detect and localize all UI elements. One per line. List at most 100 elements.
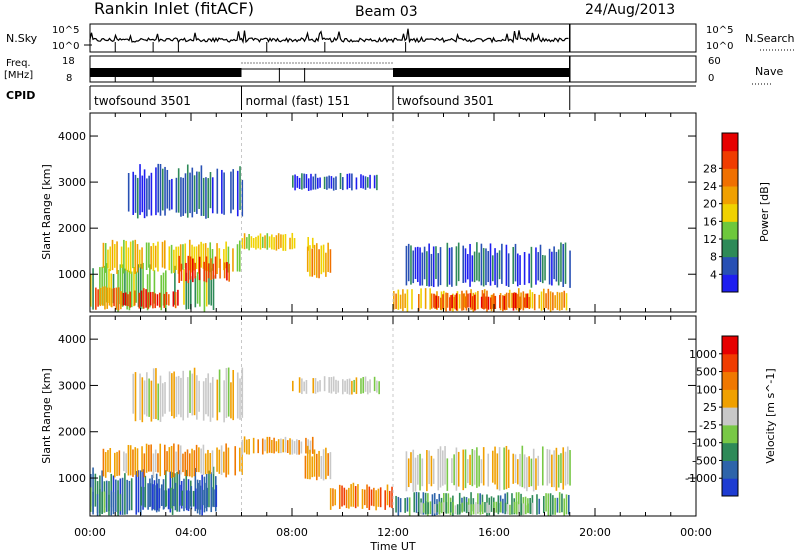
heatmap-cell xyxy=(291,232,294,250)
x-tick-label-1: 04:00 xyxy=(175,526,207,539)
heatmap-cell xyxy=(110,490,113,516)
heatmap-cell xyxy=(305,437,307,454)
heatmap-cell xyxy=(159,443,162,477)
heatmap-cell xyxy=(329,452,332,480)
heatmap-cell xyxy=(234,446,237,476)
heatmap-cell xyxy=(542,496,545,514)
heatmap-cell xyxy=(434,504,436,514)
heatmap-cell xyxy=(525,505,527,515)
heatmap-cell xyxy=(497,503,500,513)
colorbar-swatch-7 xyxy=(722,150,738,169)
heatmap-cell xyxy=(205,378,207,415)
heatmap-cell xyxy=(215,485,218,507)
heatmap-cell xyxy=(230,382,232,419)
heatmap-cell xyxy=(135,271,138,303)
heatmap-cell xyxy=(447,493,450,514)
heatmap-band-7 xyxy=(292,172,378,191)
heatmap-cell xyxy=(105,490,108,512)
heatmap-band-6 xyxy=(132,367,244,423)
heatmap-cell xyxy=(474,294,476,311)
heatmap-peak-10 xyxy=(420,501,534,515)
heatmap-cell xyxy=(500,501,502,513)
y-tick-label-0: 1000 xyxy=(58,472,86,485)
heatmap-cell xyxy=(558,292,561,311)
heatmap-cell xyxy=(113,452,116,478)
heatmap-cell xyxy=(325,252,327,277)
heatmap-cell xyxy=(166,451,168,472)
x-tick-label-6: 00:00 xyxy=(680,526,712,539)
heatmap-cell xyxy=(216,168,219,214)
heatmap-peak-9 xyxy=(178,255,230,284)
heatmap-cell xyxy=(307,237,310,251)
heatmap-cell xyxy=(424,288,427,309)
heatmap-cell xyxy=(416,246,419,283)
colorbar-tick-label-0: 1000 xyxy=(689,348,717,361)
heatmap-cell xyxy=(548,248,551,285)
heatmap-cell xyxy=(236,372,239,419)
heatmap-cell xyxy=(214,256,217,279)
heatmap-cell xyxy=(405,451,408,492)
heatmap-cell xyxy=(232,248,234,272)
heatmap-cell xyxy=(440,502,443,514)
heatmap-cell xyxy=(134,447,137,475)
heatmap-cell xyxy=(363,489,366,506)
heatmap-cell xyxy=(322,244,325,273)
nave-label: Nave xyxy=(755,65,783,78)
heatmap-cell xyxy=(223,380,225,423)
heatmap-cell xyxy=(407,243,410,282)
heatmap-cell xyxy=(419,453,421,491)
heatmap-cell xyxy=(414,457,417,492)
heatmap-cell xyxy=(161,241,164,268)
heatmap-cell xyxy=(477,290,479,310)
heatmap-cell xyxy=(198,171,200,209)
heatmap-cell xyxy=(473,251,476,283)
heatmap-cell xyxy=(384,490,387,510)
colorbar-swatch-2 xyxy=(722,239,738,258)
heatmap-cell xyxy=(395,495,397,513)
heatmap-cell xyxy=(419,247,421,286)
colorbar-tick-label-7: -1000 xyxy=(685,472,717,485)
heatmap-cell xyxy=(134,174,137,213)
heatmap-cell xyxy=(108,287,111,306)
heatmap-cell xyxy=(241,443,243,475)
heatmap-cell xyxy=(455,293,458,311)
heatmap-cell xyxy=(430,293,433,309)
heatmap-cell xyxy=(151,484,154,510)
heatmap-cell xyxy=(90,274,92,307)
heatmap-cell xyxy=(112,491,115,515)
heatmap-cell xyxy=(348,173,351,188)
heatmap-cell xyxy=(137,264,140,307)
heatmap-cell xyxy=(186,164,189,218)
heatmap-cell xyxy=(425,501,427,515)
heatmap-cell xyxy=(555,251,558,282)
heatmap-cell xyxy=(192,258,194,283)
heatmap-cell xyxy=(160,275,163,311)
colorbar-swatch-7 xyxy=(722,353,738,373)
heatmap-band-7 xyxy=(292,376,380,395)
heatmap-cell xyxy=(325,447,327,480)
heatmap-cell xyxy=(99,267,101,305)
heatmap-cell xyxy=(298,440,300,455)
heatmap-cell xyxy=(157,241,159,272)
heatmap-cell xyxy=(143,453,146,478)
heatmap-cell xyxy=(556,497,559,513)
colorbar-tick-label-5: 24 xyxy=(703,180,717,193)
heatmap-cell xyxy=(430,253,433,287)
colorbar-tick-label-2: 12 xyxy=(703,233,717,246)
heatmap-cell xyxy=(109,246,112,272)
heatmap-cell xyxy=(162,272,165,306)
heatmap-cell xyxy=(191,373,194,416)
heatmap-cell xyxy=(488,504,491,514)
heatmap-cell xyxy=(305,380,308,394)
heatmap-cell xyxy=(306,445,309,480)
y-tick-label-1: 2000 xyxy=(58,426,86,439)
heatmap-cell xyxy=(90,487,92,512)
heatmap-cell xyxy=(350,484,352,507)
colorbar-swatch-0 xyxy=(722,274,738,293)
velocity-colorbar-label: Velocity [m s^-1] xyxy=(764,368,777,463)
heatmap-cell xyxy=(314,173,317,190)
heatmap-cell xyxy=(393,291,395,310)
heatmap-cell xyxy=(196,272,199,304)
heatmap-cell xyxy=(138,292,141,309)
heatmap-cell xyxy=(319,380,321,392)
